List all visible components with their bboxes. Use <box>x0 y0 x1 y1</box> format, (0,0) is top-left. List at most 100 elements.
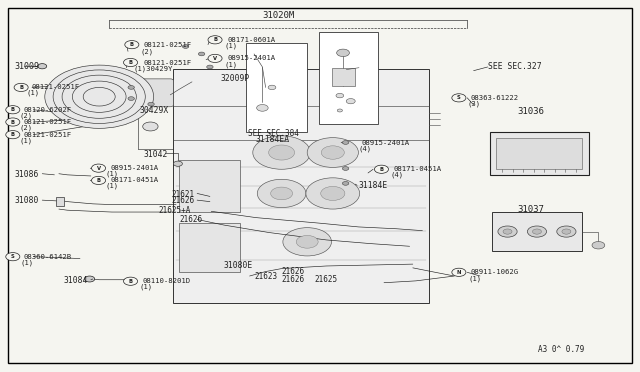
Text: 21625+A: 21625+A <box>159 206 191 215</box>
Text: (2): (2) <box>141 48 154 55</box>
Text: 31184E: 31184E <box>358 181 388 190</box>
Text: 08110-8201D: 08110-8201D <box>143 278 191 284</box>
Circle shape <box>503 229 512 234</box>
Bar <box>179 223 240 272</box>
Circle shape <box>208 36 222 44</box>
Circle shape <box>182 45 189 48</box>
Text: (1): (1) <box>106 183 119 189</box>
Text: 31036: 31036 <box>517 107 544 116</box>
Circle shape <box>84 276 95 282</box>
Text: 08915-2401A: 08915-2401A <box>362 140 410 146</box>
Circle shape <box>125 41 139 49</box>
Bar <box>332 68 355 86</box>
Circle shape <box>306 178 360 209</box>
Text: 08121-0251F: 08121-0251F <box>144 60 192 66</box>
Circle shape <box>498 226 517 237</box>
Text: (2): (2) <box>19 112 33 119</box>
Text: B: B <box>213 37 217 42</box>
Text: B: B <box>11 107 15 112</box>
Circle shape <box>342 182 349 185</box>
Circle shape <box>124 58 138 67</box>
Circle shape <box>337 109 342 112</box>
Text: (4): (4) <box>358 145 372 152</box>
Circle shape <box>307 138 358 167</box>
Circle shape <box>452 94 466 102</box>
Circle shape <box>557 226 576 237</box>
Text: (1)30429Y: (1)30429Y <box>133 65 173 72</box>
Circle shape <box>45 65 154 128</box>
Circle shape <box>143 122 158 131</box>
Text: 08121-0251F: 08121-0251F <box>144 42 192 48</box>
Text: (4): (4) <box>390 171 404 178</box>
Circle shape <box>283 228 332 256</box>
Circle shape <box>6 118 20 126</box>
Circle shape <box>38 64 47 69</box>
Bar <box>56 197 64 206</box>
Circle shape <box>6 253 20 261</box>
Text: 08120-6202F: 08120-6202F <box>24 107 72 113</box>
Bar <box>173 69 429 303</box>
Text: (1): (1) <box>19 137 33 144</box>
Text: B: B <box>380 167 383 172</box>
Circle shape <box>257 179 306 208</box>
Text: 21626: 21626 <box>282 275 305 284</box>
Text: V: V <box>213 56 217 61</box>
Text: B: B <box>129 279 132 284</box>
Text: 08915-2401A: 08915-2401A <box>227 55 275 61</box>
Circle shape <box>92 164 106 172</box>
Text: SEE SEC.384: SEE SEC.384 <box>248 129 299 138</box>
Text: B: B <box>11 119 15 125</box>
Circle shape <box>342 141 349 144</box>
Circle shape <box>92 176 106 185</box>
Text: B: B <box>130 42 134 47</box>
Circle shape <box>253 136 310 169</box>
Text: 30429X: 30429X <box>140 106 169 115</box>
Circle shape <box>207 65 213 69</box>
Circle shape <box>592 241 605 249</box>
Circle shape <box>128 97 134 100</box>
Text: 31080: 31080 <box>14 196 38 205</box>
Text: 21625: 21625 <box>315 275 338 284</box>
Text: 21626: 21626 <box>172 196 195 205</box>
Circle shape <box>336 93 344 98</box>
Text: (1): (1) <box>140 284 153 291</box>
Text: V: V <box>97 166 100 171</box>
Text: 08911-1062G: 08911-1062G <box>470 269 518 275</box>
Circle shape <box>337 49 349 57</box>
Text: 21626: 21626 <box>282 267 305 276</box>
Text: B: B <box>97 178 100 183</box>
Text: S: S <box>11 254 15 259</box>
Text: 08171-0601A: 08171-0601A <box>227 37 275 43</box>
Text: (1): (1) <box>224 42 237 49</box>
Circle shape <box>128 86 134 89</box>
Text: B: B <box>11 132 15 137</box>
Text: 08171-0451A: 08171-0451A <box>111 177 159 183</box>
Circle shape <box>296 235 318 248</box>
Circle shape <box>271 187 292 200</box>
Circle shape <box>124 277 138 285</box>
Bar <box>319 32 378 124</box>
FancyBboxPatch shape <box>136 79 173 107</box>
Bar <box>179 160 240 212</box>
Text: 08121-0251F: 08121-0251F <box>32 84 80 90</box>
Text: 31084: 31084 <box>64 276 88 285</box>
Circle shape <box>527 226 547 237</box>
Text: (1): (1) <box>27 90 40 96</box>
Circle shape <box>14 83 28 92</box>
Text: SEE SEC.327: SEE SEC.327 <box>488 62 541 71</box>
Text: 21621: 21621 <box>172 190 195 199</box>
Text: (1): (1) <box>20 259 34 266</box>
Bar <box>490 132 589 175</box>
Circle shape <box>6 106 20 114</box>
Circle shape <box>321 146 344 159</box>
Text: 31020M: 31020M <box>262 11 294 20</box>
Text: 08363-61222: 08363-61222 <box>470 95 518 101</box>
Text: B: B <box>19 85 23 90</box>
Text: 08915-2401A: 08915-2401A <box>111 165 159 171</box>
Circle shape <box>198 52 205 56</box>
Text: S: S <box>457 95 461 100</box>
Bar <box>492 212 582 251</box>
Text: B: B <box>129 60 132 65</box>
Text: 31042: 31042 <box>144 150 168 158</box>
Text: 08171-0451A: 08171-0451A <box>394 166 442 172</box>
